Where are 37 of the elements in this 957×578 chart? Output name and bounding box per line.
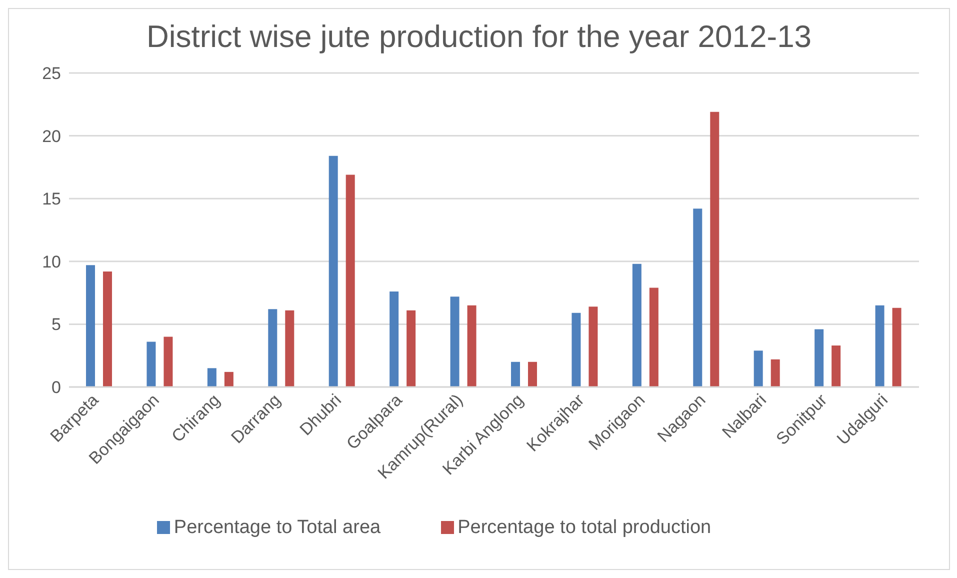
- bar: [572, 312, 581, 387]
- bar: [224, 372, 234, 387]
- bar: [390, 292, 399, 387]
- y-tick-label: 15: [42, 190, 61, 209]
- bar: [406, 310, 416, 387]
- bar: [693, 208, 702, 387]
- bar: [86, 265, 95, 387]
- legend-label: Percentage to Total area: [174, 517, 381, 538]
- bar: [770, 359, 780, 387]
- bar: [164, 336, 173, 387]
- bar: [832, 346, 841, 387]
- bar: [467, 305, 476, 387]
- bar: [285, 310, 294, 387]
- y-tick-label: 10: [42, 252, 61, 272]
- y-tick-label: 0: [52, 378, 61, 398]
- bar: [710, 112, 720, 387]
- bar: [528, 362, 537, 387]
- bar: [328, 156, 338, 387]
- bar: [103, 271, 112, 387]
- legend-label: Percentage to total production: [458, 517, 712, 538]
- y-tick-label: 5: [52, 315, 61, 334]
- y-tick-label: 25: [42, 64, 61, 84]
- bar: [268, 309, 278, 387]
- bar: [207, 368, 216, 387]
- bar: [892, 308, 902, 387]
- bar: [588, 306, 598, 387]
- bar: [146, 342, 156, 387]
- bar: [875, 305, 884, 387]
- bar: [511, 362, 520, 387]
- bar: [814, 329, 824, 387]
- y-tick-label: 20: [42, 126, 61, 146]
- bar: [754, 350, 763, 387]
- bar: [649, 288, 658, 387]
- bar: [632, 264, 642, 387]
- bar: [346, 174, 355, 387]
- chart-title: District wise jute production for the year 2012-13: [145, 18, 813, 56]
- bar: [450, 296, 460, 387]
